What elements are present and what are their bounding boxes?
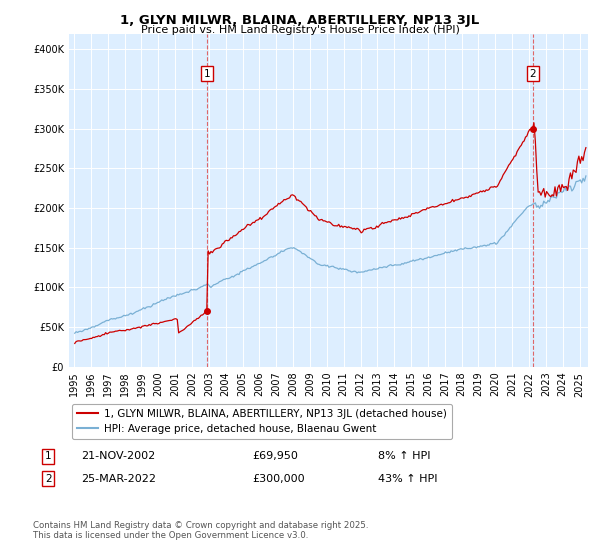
Text: 2: 2 xyxy=(530,68,536,78)
Text: Price paid vs. HM Land Registry's House Price Index (HPI): Price paid vs. HM Land Registry's House … xyxy=(140,25,460,35)
Text: 8% ↑ HPI: 8% ↑ HPI xyxy=(378,451,431,461)
Text: £300,000: £300,000 xyxy=(252,474,305,484)
Text: £69,950: £69,950 xyxy=(252,451,298,461)
Text: 1: 1 xyxy=(203,68,211,78)
Text: 2: 2 xyxy=(45,474,52,484)
Text: 1: 1 xyxy=(45,451,52,461)
Text: 21-NOV-2002: 21-NOV-2002 xyxy=(81,451,155,461)
Text: Contains HM Land Registry data © Crown copyright and database right 2025.
This d: Contains HM Land Registry data © Crown c… xyxy=(33,521,368,540)
Text: 43% ↑ HPI: 43% ↑ HPI xyxy=(378,474,437,484)
Legend: 1, GLYN MILWR, BLAINA, ABERTILLERY, NP13 3JL (detached house), HPI: Average pric: 1, GLYN MILWR, BLAINA, ABERTILLERY, NP13… xyxy=(71,404,452,439)
Text: 25-MAR-2022: 25-MAR-2022 xyxy=(81,474,156,484)
Text: 1, GLYN MILWR, BLAINA, ABERTILLERY, NP13 3JL: 1, GLYN MILWR, BLAINA, ABERTILLERY, NP13… xyxy=(121,14,479,27)
